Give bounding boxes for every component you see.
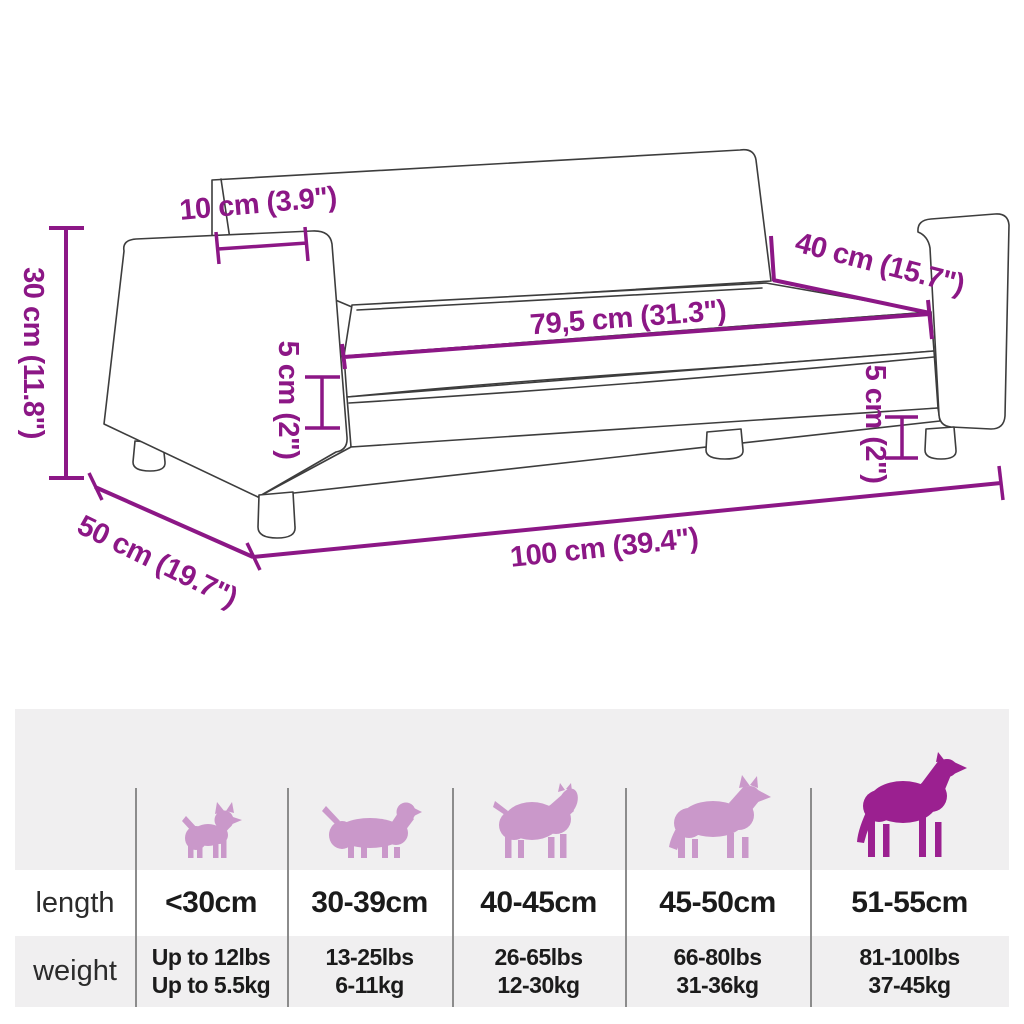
weight-lbs: 66-80lbs <box>673 943 762 970</box>
column-divider <box>810 788 812 1007</box>
dim-label-total-depth: 50 cm (19.7") <box>72 509 242 614</box>
dachshund-icon <box>321 802 422 858</box>
weight-lbs: 81-100lbs <box>859 943 960 970</box>
column-divider <box>135 788 137 1007</box>
weight-value-bull-terrier: 26-65lbs 12-30kg <box>452 936 625 1007</box>
extension-piping-line <box>348 356 935 404</box>
weight-kg: 37-45kg <box>868 971 951 998</box>
size-column-german-shepherd <box>625 709 810 870</box>
size-column-dachshund <box>287 709 452 870</box>
dimension-cushion-right: 5 cm (2") <box>859 365 918 484</box>
sofa-dimension-diagram: 10 cm (3.9") 40 cm (15.7") 79,5 cm (31.3… <box>17 148 1010 614</box>
dim-label-cushion-left: 5 cm (2") <box>272 341 304 460</box>
length-value-german-shepherd: 45-50cm <box>659 886 776 919</box>
weight-kg: Up to 5.5kg <box>151 971 271 998</box>
sofa-outline <box>103 148 1010 539</box>
german-shepherd-icon <box>668 775 771 858</box>
dimension-total-height: 30 cm (11.8") <box>17 226 84 480</box>
weight-lbs: 13-25lbs <box>325 943 414 970</box>
chihuahua-icon <box>182 802 242 858</box>
length-value-chihuahua: <30cm <box>165 886 257 919</box>
dog-size-chart: length <30cm 30-39cm 40-45cm 45-50cm 51-… <box>15 709 1009 1007</box>
dim-label-total-height: 30 cm (11.8") <box>17 267 49 439</box>
dim-label-cushion-right: 5 cm (2") <box>859 365 891 484</box>
row-header-weight: weight <box>33 955 117 987</box>
sofa-leg-front-mid <box>705 428 744 460</box>
great-dane-icon <box>856 752 967 857</box>
length-row: length <30cm 30-39cm 40-45cm 45-50cm 51-… <box>15 870 1009 936</box>
column-divider <box>452 788 454 1007</box>
weight-kg: 6-11kg <box>335 971 404 998</box>
weight-kg: 31-36kg <box>676 971 759 998</box>
dimension-cushion-left: 5 cm (2") <box>272 341 340 460</box>
weight-kg: 12-30kg <box>497 971 580 998</box>
length-value-great-dane: 51-55cm <box>851 886 968 919</box>
bull-terrier-icon <box>492 783 578 858</box>
dog-silhouette-row <box>15 709 1009 870</box>
weight-value-great-dane: 81-100lbs 37-45kg <box>810 936 1009 1007</box>
column-divider <box>625 788 627 1007</box>
weight-lbs: Up to 12lbs <box>151 943 271 970</box>
sofa-leg-front-right <box>924 426 957 460</box>
weight-value-chihuahua: Up to 12lbs Up to 5.5kg <box>135 936 287 1007</box>
seat-piping-line <box>356 287 763 311</box>
size-column-chihuahua <box>135 709 287 870</box>
dog-row-header-spacer <box>15 709 135 870</box>
right-armrest <box>917 213 1010 430</box>
length-value-dachshund: 30-39cm <box>311 886 428 919</box>
column-divider <box>287 788 289 1007</box>
size-column-bull-terrier <box>452 709 625 870</box>
left-armrest <box>103 230 348 498</box>
sofa-leg-front-left <box>257 491 296 539</box>
size-column-great-dane <box>810 709 1009 870</box>
weight-value-dachshund: 13-25lbs 6-11kg <box>287 936 452 1007</box>
weight-value-german-shepherd: 66-80lbs 31-36kg <box>625 936 810 1007</box>
length-value-bull-terrier: 40-45cm <box>480 886 597 919</box>
row-header-length: length <box>35 886 115 919</box>
weight-row: weight Up to 12lbs Up to 5.5kg 13-25lbs … <box>15 936 1009 1007</box>
weight-lbs: 26-65lbs <box>494 943 583 970</box>
dimension-total-depth: 50 cm (19.7") <box>72 472 262 614</box>
